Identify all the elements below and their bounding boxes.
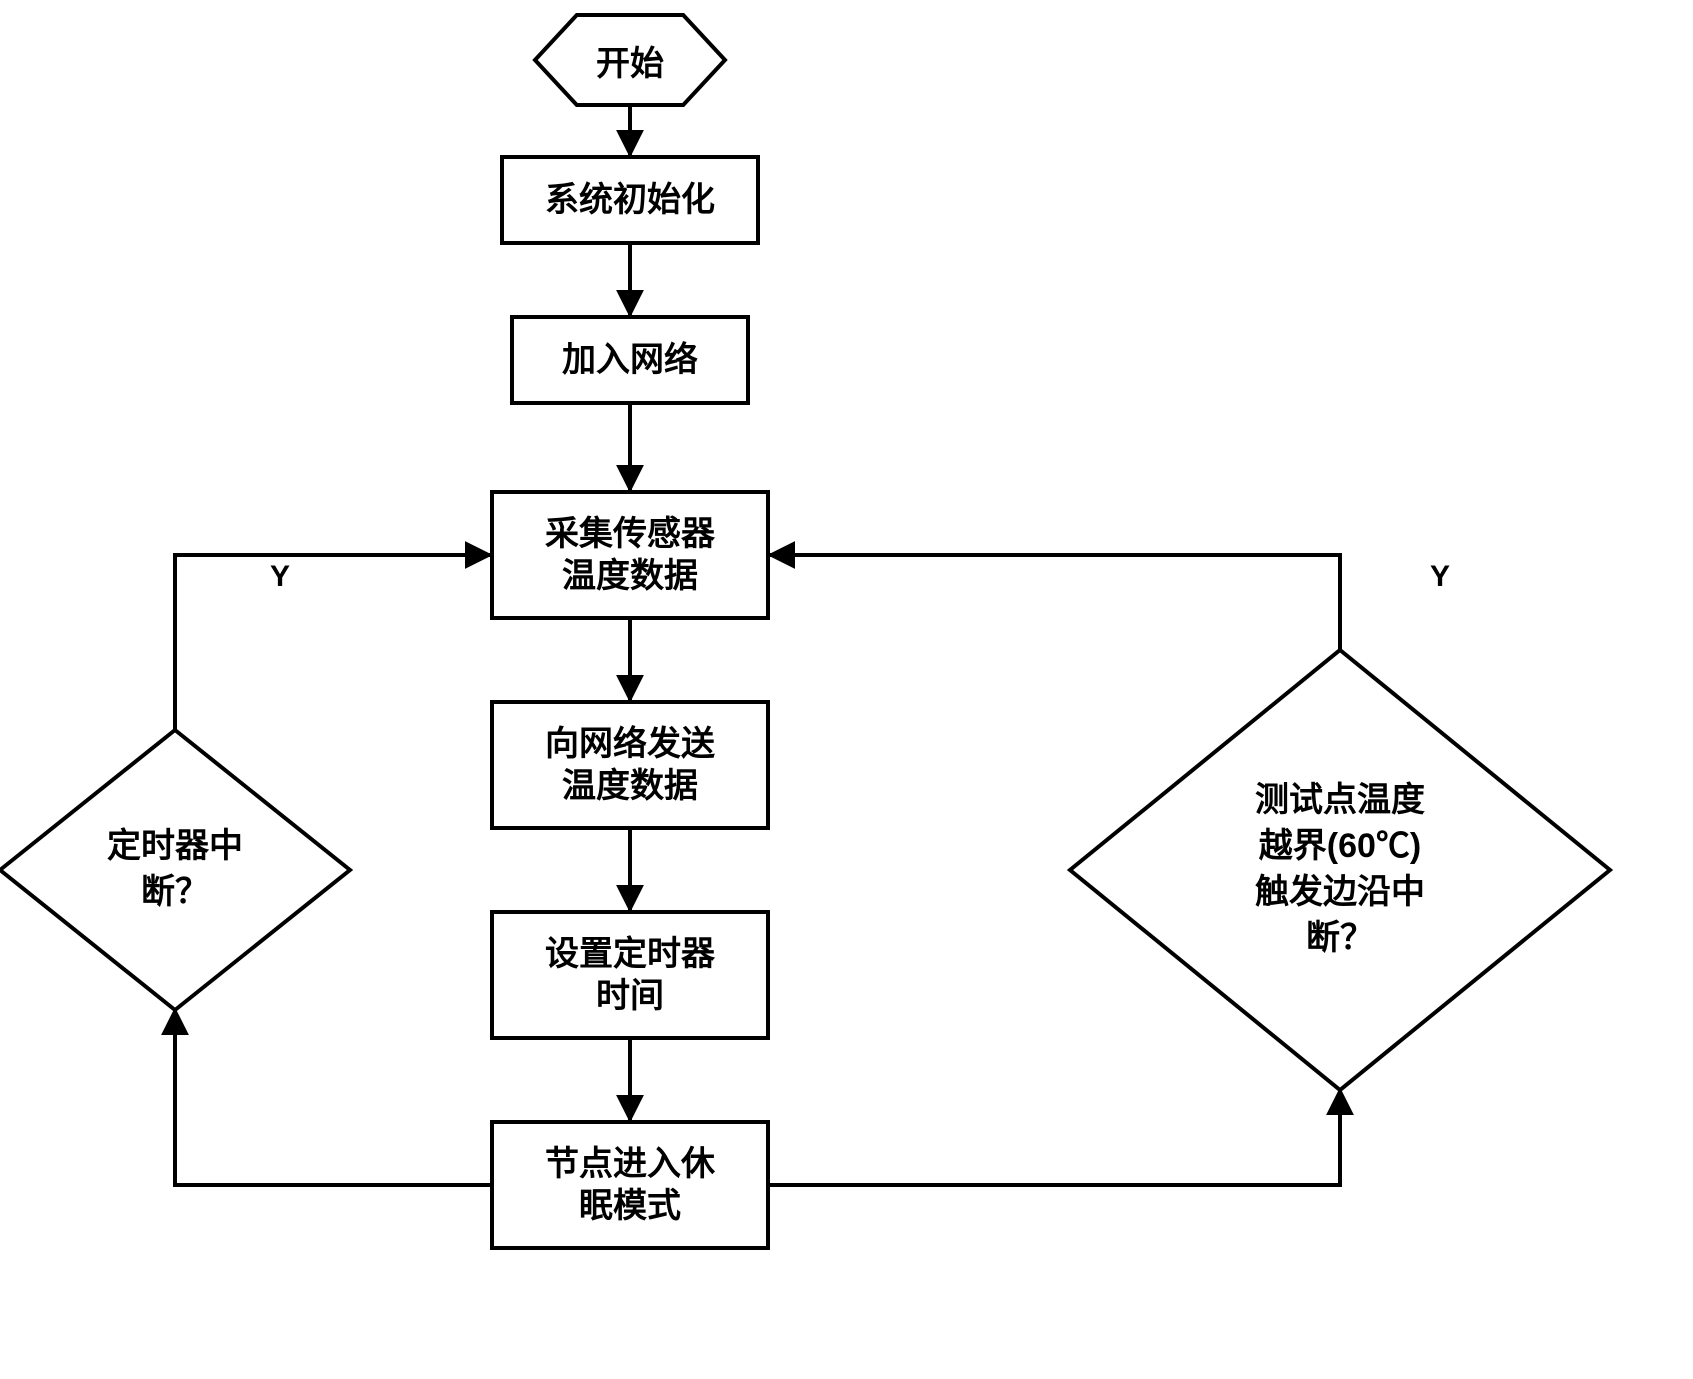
node-start: 开始 xyxy=(535,15,725,105)
node-sleep: 节点进入休 眠模式 xyxy=(490,1120,770,1250)
branch-label-right: Y xyxy=(1430,560,1450,594)
node-join: 加入网络 xyxy=(510,315,750,405)
node-timerq: 定时器中 断？ xyxy=(67,765,284,975)
node-send: 向网络发送 温度数据 xyxy=(490,700,770,830)
node-tempq: 测试点温度 越界(60℃) 触发边沿中 断？ xyxy=(1173,705,1508,1035)
flowchart-canvas: 开始系统初始化加入网络采集传感器 温度数据向网络发送 温度数据设置定时器 时间节… xyxy=(0,0,1693,1379)
flowchart-edges xyxy=(0,0,1693,1379)
node-init: 系统初始化 xyxy=(500,155,760,245)
branch-label-left: Y xyxy=(270,560,290,594)
node-settimer: 设置定时器 时间 xyxy=(490,910,770,1040)
node-collect: 采集传感器 温度数据 xyxy=(490,490,770,620)
